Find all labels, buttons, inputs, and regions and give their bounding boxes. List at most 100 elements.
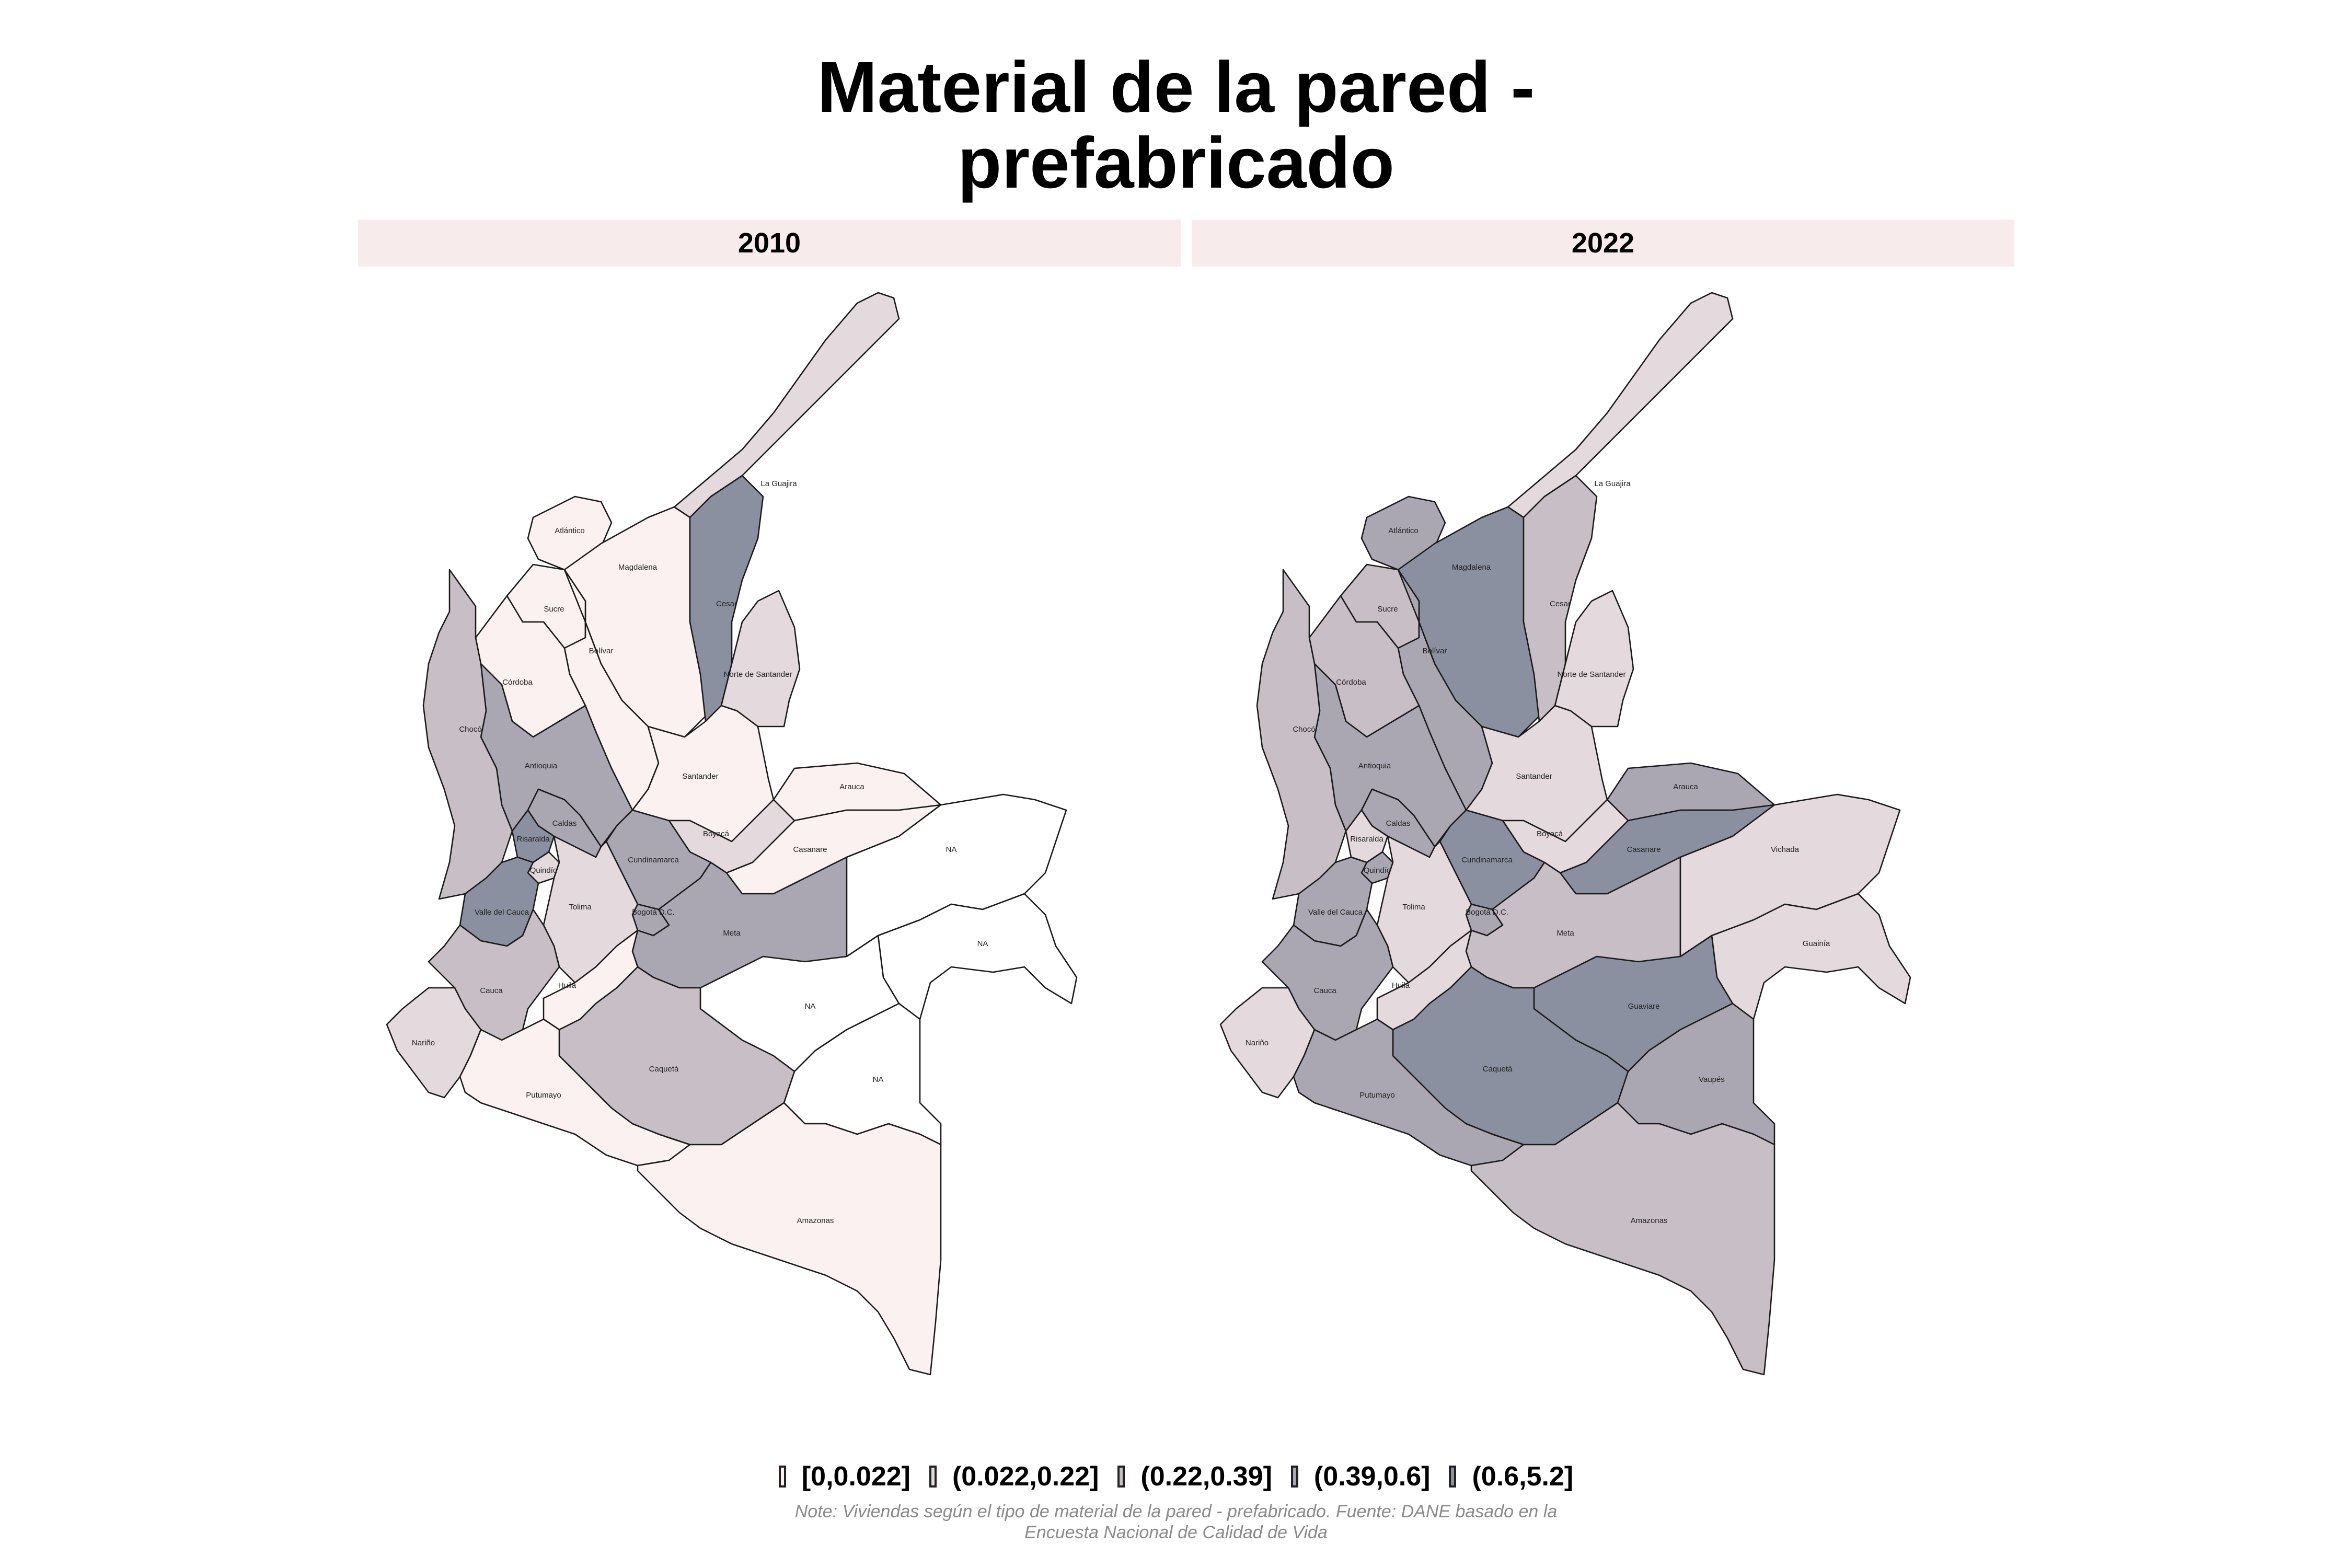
label-boyaca: Boyacá	[703, 829, 730, 838]
dept-cauca	[428, 908, 560, 1041]
label-norte-de-santander: Norte de Santander	[1558, 670, 1626, 679]
label-cauca: Cauca	[480, 986, 503, 995]
label-antioquia: Antioquia	[1358, 762, 1391, 770]
legend-label: (0.6,5.2]	[1472, 1461, 1574, 1492]
label-sucre: Sucre	[544, 605, 564, 614]
note-line-2: Encuesta Nacional de Calidad de Vida	[1024, 1523, 1328, 1542]
label-cundinamarca: Cundinamarca	[1461, 856, 1513, 864]
label-magdalena: Magdalena	[618, 563, 658, 572]
chart-title: Material de la pared - prefabricado	[0, 50, 2352, 201]
label-valle-del-cauca: Valle del Cauca	[1308, 908, 1363, 917]
legend-key	[1449, 1466, 1457, 1488]
label-boyaca: Boyacá	[1537, 829, 1563, 838]
panel-strip-2010: 2010	[358, 220, 1181, 267]
legend: [0,0.022] (0.022,0.22] (0.22,0.39] (0.39,0.…	[0, 1461, 2352, 1492]
legend-key	[929, 1466, 937, 1488]
label-casanare: Casanare	[1627, 845, 1661, 854]
label-risaralda: Risaralda	[1350, 835, 1383, 844]
label-choco: Chocó	[1293, 725, 1315, 734]
legend-item: (0.6,5.2]	[1449, 1461, 1573, 1492]
label-cundinamarca: Cundinamarca	[628, 856, 679, 864]
legend-item: (0.39,0.6]	[1290, 1461, 1431, 1492]
label-casanare: Casanare	[793, 845, 827, 854]
dept-putumayo	[1293, 1018, 1525, 1167]
legend-key	[778, 1466, 786, 1488]
map-2022: La Guajira Atlántico Magdalena Cesar Sucre Bo…	[1219, 292, 1911, 1376]
label-vaupes: Vaupés	[1699, 1075, 1725, 1084]
dept-cesar	[689, 475, 764, 722]
label-vichada: NA	[946, 845, 957, 854]
label-arauca: Arauca	[839, 782, 864, 791]
label-quindio: Quindío	[1364, 866, 1391, 875]
label-arauca: Arauca	[1673, 782, 1698, 791]
map-2010: La Guajira Atlántico Magdalena Cesar Sucre Bo…	[386, 292, 1078, 1376]
source-note: Note: Viviendas según el tipo de materia…	[679, 1501, 1673, 1543]
label-huila: Huila	[558, 981, 577, 990]
dept-amazonas	[637, 1102, 942, 1376]
title-line-2: prefabricado	[958, 123, 1394, 203]
label-tolima: Tolima	[1402, 903, 1425, 912]
legend-label: (0.022,0.22]	[952, 1461, 1099, 1492]
label-meta: Meta	[1557, 929, 1574, 938]
legend-key	[1117, 1466, 1125, 1488]
label-guainia: Guainía	[1803, 939, 1830, 948]
legend-item: (0.22,0.39]	[1117, 1461, 1272, 1492]
label-choco: Chocó	[459, 725, 481, 734]
label-bolivar: Bolívar	[589, 647, 614, 655]
panel-strip-2022: 2022	[1192, 220, 2014, 267]
label-santander: Santander	[1516, 772, 1552, 781]
label-santander: Santander	[682, 772, 718, 781]
map-panel-2010: La Guajira Atlántico Magdalena Cesar Sucre Bo…	[345, 292, 1181, 1390]
label-tolima: Tolima	[569, 903, 592, 912]
label-guainia: NA	[977, 939, 988, 948]
label-valle-del-cauca: Valle del Cauca	[475, 908, 529, 917]
label-bogota-d-c: Bogotá D.C.	[1466, 908, 1508, 917]
title-line-1: Material de la pared -	[817, 47, 1535, 128]
label-atlantico: Atlántico	[1388, 526, 1419, 535]
legend-label: (0.22,0.39]	[1140, 1461, 1272, 1492]
label-meta: Meta	[723, 929, 741, 938]
dept-amazonas	[1470, 1102, 1775, 1376]
label-amazonas: Amazonas	[797, 1216, 834, 1225]
label-narino: Nariño	[1246, 1039, 1269, 1047]
label-cordoba: Córdoba	[1336, 678, 1366, 687]
dept-cesar	[1523, 475, 1598, 722]
label-caldas: Caldas	[1386, 819, 1411, 828]
legend-label: [0,0.022]	[801, 1461, 910, 1492]
legend-item: [0,0.022]	[778, 1461, 910, 1492]
label-norte-de-santander: Norte de Santander	[724, 670, 792, 679]
label-bolivar: Bolívar	[1423, 647, 1447, 655]
dept-putumayo	[459, 1018, 691, 1167]
label-antioquia: Antioquia	[525, 762, 558, 770]
label-guaviare: NA	[805, 1002, 816, 1011]
label-sucre: Sucre	[1377, 605, 1398, 614]
label-vaupes: NA	[873, 1075, 884, 1084]
label-guaviare: Guaviare	[1628, 1002, 1660, 1011]
map-panel-2022: La Guajira Atlántico Magdalena Cesar Sucre Bo…	[1179, 292, 2015, 1390]
label-cordoba: Córdoba	[502, 678, 533, 687]
label-cesar: Cesar	[1550, 599, 1571, 608]
label-bogota-d-c: Bogotá D.C.	[632, 908, 675, 917]
label-la-guajira: La Guajira	[760, 479, 797, 488]
label-atlantico: Atlántico	[555, 526, 585, 535]
label-la-guajira: La Guajira	[1594, 479, 1631, 488]
label-risaralda: Risaralda	[516, 835, 550, 844]
label-cesar: Cesar	[716, 599, 737, 608]
map-group: La Guajira Atlántico Magdalena Cesar Sucre Bo…	[1219, 292, 1911, 1376]
label-putumayo: Putumayo	[526, 1091, 561, 1100]
label-putumayo: Putumayo	[1359, 1091, 1395, 1100]
label-cauca: Cauca	[1313, 986, 1336, 995]
map-group: La Guajira Atlántico Magdalena Cesar Sucre Bo…	[386, 292, 1078, 1376]
legend-label: (0.39,0.6]	[1313, 1461, 1431, 1492]
label-caqueta: Caquetá	[1483, 1065, 1513, 1074]
label-narino: Nariño	[412, 1039, 435, 1047]
dept-cauca	[1261, 908, 1394, 1041]
label-magdalena: Magdalena	[1452, 563, 1491, 572]
label-vichada: Vichada	[1771, 845, 1800, 854]
label-quindio: Quindío	[530, 866, 558, 875]
label-huila: Huila	[1392, 981, 1410, 990]
legend-item: (0.022,0.22]	[929, 1461, 1099, 1492]
label-caqueta: Caquetá	[649, 1065, 679, 1074]
label-caldas: Caldas	[552, 819, 577, 828]
label-amazonas: Amazonas	[1631, 1216, 1668, 1225]
